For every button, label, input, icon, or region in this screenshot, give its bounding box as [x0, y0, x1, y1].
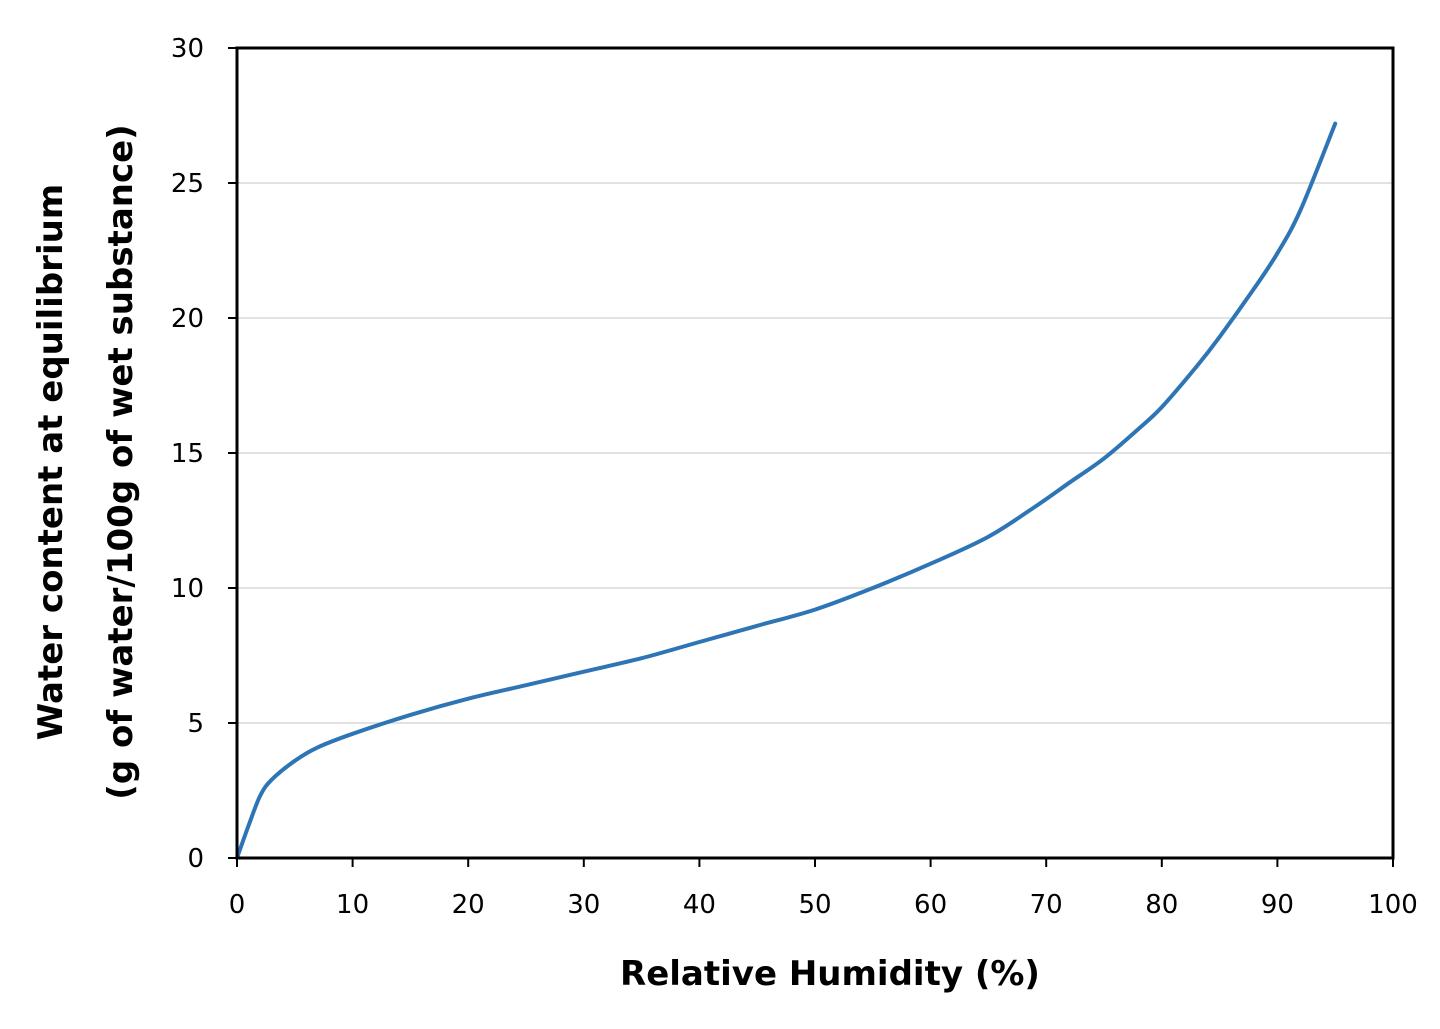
y-axis-title: Water content at equilibrium (g of water… — [31, 124, 141, 799]
x-tick-label: 30 — [567, 890, 600, 920]
x-tick-label: 40 — [683, 890, 716, 920]
data-series — [235, 121, 1338, 860]
y-tick-label: 5 — [187, 709, 204, 739]
x-tick-label: 60 — [914, 890, 947, 920]
y-tick-label: 25 — [171, 169, 204, 199]
x-tick-label: 80 — [1145, 890, 1178, 920]
y-tick-label: 0 — [187, 844, 204, 874]
y-axis-ticks: 0 5 10 15 20 25 30 — [171, 34, 237, 874]
x-axis-ticks: 0 10 20 30 40 50 60 70 80 90 100 — [229, 858, 1418, 920]
gridlines — [237, 182, 1393, 724]
y-tick-label: 20 — [171, 304, 204, 334]
x-axis-title: Relative Humidity (%) — [620, 954, 1040, 994]
series-line — [235, 121, 1338, 860]
x-tick-label: 20 — [452, 890, 485, 920]
x-tick-label: 50 — [798, 890, 831, 920]
x-tick-label: 70 — [1030, 890, 1063, 920]
y-tick-label: 30 — [171, 34, 204, 64]
x-tick-label: 100 — [1368, 890, 1418, 920]
y-axis-title-line-2: (g of water/100g of wet substance) — [101, 124, 141, 799]
y-tick-label: 15 — [171, 439, 204, 469]
y-axis-title-line-1: Water content at equilibrium — [31, 184, 71, 740]
x-tick-label: 90 — [1261, 890, 1294, 920]
x-tick-label: 10 — [336, 890, 369, 920]
x-tick-label: 0 — [229, 890, 246, 920]
y-tick-label: 10 — [171, 574, 204, 604]
